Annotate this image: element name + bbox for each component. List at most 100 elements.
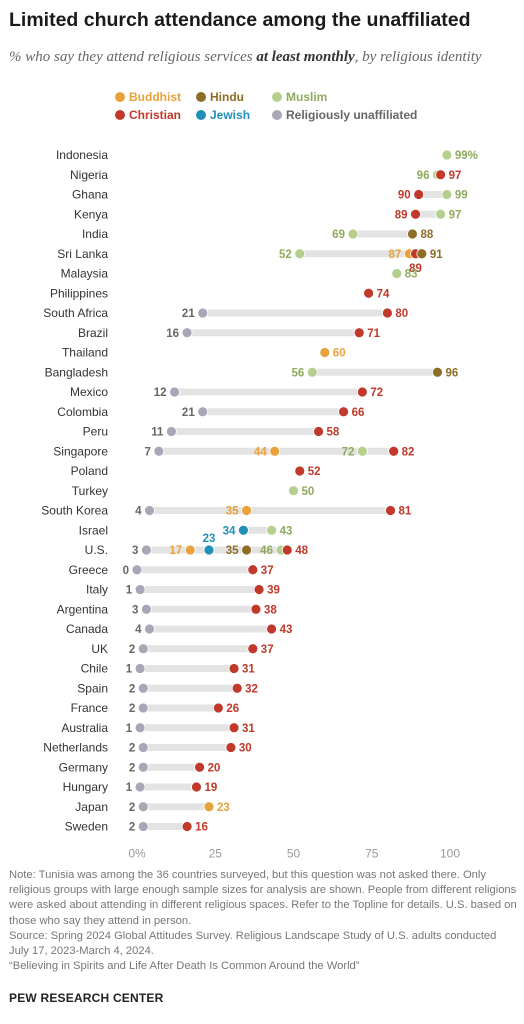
data-label-christian: 81 xyxy=(399,506,412,518)
data-label-christian: 32 xyxy=(245,683,258,695)
country-label: Brazil xyxy=(78,326,108,340)
data-label-unaffiliated: 1 xyxy=(126,585,133,597)
dot-muslim xyxy=(347,228,359,240)
chart-title: Limited church attendance among the unaf… xyxy=(9,9,471,31)
dot-buddhist xyxy=(184,544,196,556)
data-label-christian: 71 xyxy=(367,328,380,340)
dot-christian xyxy=(228,722,240,734)
data-label-unaffiliated: 1 xyxy=(126,782,133,794)
dot-christian xyxy=(385,505,396,516)
dot-muslim xyxy=(306,366,318,378)
data-label-unaffiliated: 2 xyxy=(129,762,135,774)
dot-muslim xyxy=(435,208,447,220)
data-label-unaffiliated: 2 xyxy=(129,683,135,695)
data-label-muslim: 56 xyxy=(291,367,304,379)
data-label-unaffiliated: 2 xyxy=(129,703,135,715)
data-label-jewish: 23 xyxy=(203,533,216,545)
country-label: Chile xyxy=(81,662,109,676)
data-label-jewish: 34 xyxy=(223,525,236,537)
data-label-muslim: 96 xyxy=(417,170,430,182)
data-label-hindu: 88 xyxy=(420,229,433,241)
dot-christian xyxy=(266,623,277,635)
data-label-buddhist: 60 xyxy=(333,348,346,360)
country-label: Ghana xyxy=(72,188,108,202)
dot-unaffiliated xyxy=(144,505,155,516)
dot-buddhist xyxy=(241,505,252,516)
country-label: Netherlands xyxy=(43,741,108,755)
data-label-unaffiliated: 1 xyxy=(126,664,133,676)
country-label: Canada xyxy=(66,622,108,636)
legend-label-jewish: Jewish xyxy=(210,108,250,122)
dot-christian xyxy=(212,702,224,714)
dot-buddhist xyxy=(269,445,281,457)
x-tick-label: 75 xyxy=(365,847,379,861)
data-label-christian: 82 xyxy=(402,446,415,458)
data-label-christian: 31 xyxy=(242,723,255,735)
country-label: France xyxy=(71,701,109,715)
country-label: Singapore xyxy=(53,444,108,458)
country-label: Colombia xyxy=(57,405,108,419)
data-label-buddhist: 44 xyxy=(254,446,267,458)
country-label: Argentina xyxy=(57,602,109,616)
subtitle-tail: , by religious identity xyxy=(354,49,482,65)
data-label-christian: 97 xyxy=(449,170,462,182)
subtitle-emphasis: at least monthly xyxy=(256,49,355,65)
country-label: Peru xyxy=(83,425,108,439)
data-label-christian: 72 xyxy=(370,387,383,399)
country-label: U.S. xyxy=(85,543,108,557)
dot-unaffiliated xyxy=(134,663,146,674)
dot-unaffiliated xyxy=(134,584,146,595)
data-label-unaffiliated: 2 xyxy=(129,802,135,814)
data-label-muslim: 72 xyxy=(342,446,355,458)
dot-christian xyxy=(410,208,421,220)
x-tick-label: 25 xyxy=(209,847,223,861)
data-label-hindu: 91 xyxy=(430,249,443,261)
data-label-christian: 43 xyxy=(280,624,293,636)
data-label-christian: 16 xyxy=(195,822,208,834)
country-label: Mexico xyxy=(70,385,108,399)
data-label-buddhist: 23 xyxy=(217,802,230,814)
data-label-muslim: 97 xyxy=(449,209,462,221)
country-label: Bangladesh xyxy=(45,365,108,379)
data-label-buddhist: 17 xyxy=(169,545,182,557)
country-label: South Africa xyxy=(43,306,108,320)
dot-christian xyxy=(191,781,202,793)
dot-unaffiliated xyxy=(181,327,193,339)
dot-unaffiliated xyxy=(137,761,149,773)
dot-christian xyxy=(353,327,365,339)
country-label: Indonesia xyxy=(56,148,108,162)
country-label: Sweden xyxy=(65,820,108,834)
dot-plot-chart: Buddhist Hindu Muslim Christian Jewish Religi… xyxy=(41,90,478,861)
dot-unaffiliated xyxy=(137,821,149,832)
legend-swatch-hindu xyxy=(196,92,206,102)
legend-swatch-muslim xyxy=(272,92,282,102)
dot-unaffiliated xyxy=(137,801,149,813)
data-label-christian: 37 xyxy=(261,565,274,577)
country-label: South Korea xyxy=(41,504,108,518)
data-label-christian: 37 xyxy=(261,644,274,656)
dot-hindu xyxy=(241,544,252,556)
x-tick-label: 50 xyxy=(287,847,301,861)
data-label-muslim: 99 xyxy=(455,190,468,202)
dot-christian xyxy=(253,584,265,595)
data-label-muslim: 69 xyxy=(332,229,345,241)
data-label-unaffiliated: 0 xyxy=(123,565,129,577)
brand-logo-text: PEW RESEARCH CENTER xyxy=(9,991,164,1005)
dot-christian xyxy=(388,445,400,457)
dot-hindu xyxy=(416,248,428,260)
data-label-christian: 66 xyxy=(352,407,365,419)
data-label-christian: 89 xyxy=(395,209,408,221)
data-label-hindu: 35 xyxy=(226,545,239,557)
country-label: Spain xyxy=(77,681,108,695)
country-label: Germany xyxy=(59,760,108,774)
data-label-unaffiliated: 3 xyxy=(132,604,138,616)
data-label-unaffiliated: 1 xyxy=(126,723,133,735)
data-label-christian: 26 xyxy=(226,703,239,715)
legend-swatch-buddhist xyxy=(115,92,125,102)
data-label-muslim: 99% xyxy=(455,150,478,162)
dot-muslim xyxy=(441,189,453,200)
data-label-unaffiliated: 4 xyxy=(135,506,142,518)
dot-unaffiliated xyxy=(134,781,146,793)
dot-christian xyxy=(363,287,375,299)
data-label-unaffiliated: 2 xyxy=(129,822,135,834)
